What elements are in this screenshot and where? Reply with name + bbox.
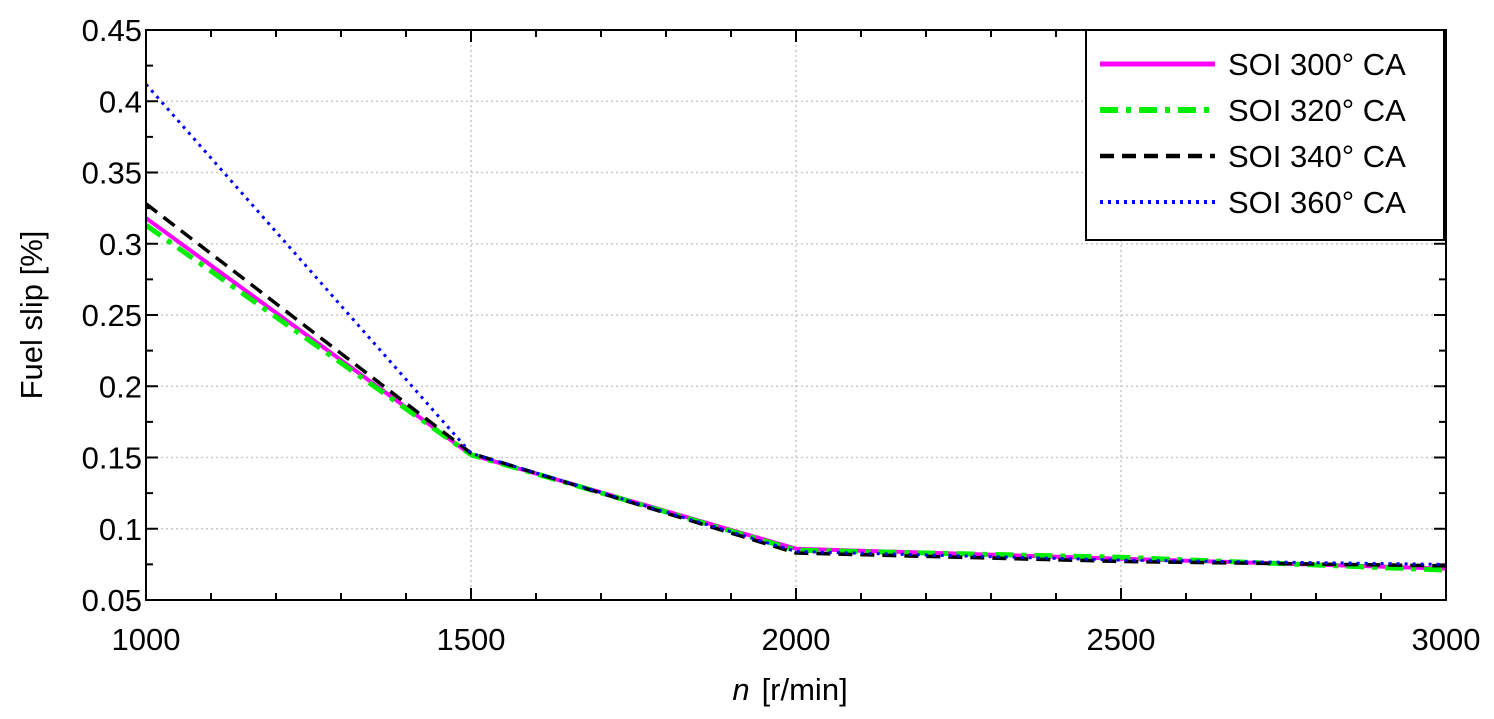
plot-frame bbox=[145, 29, 1447, 601]
legend-label-1: SOI 300° CA bbox=[1228, 47, 1406, 82]
y-tick-label: 0.35 bbox=[82, 156, 142, 191]
x-tick-labels: 1000 1500 2000 2500 3000 bbox=[112, 622, 1481, 657]
y-axis-label: Fuel slip [%] bbox=[14, 231, 49, 400]
y-tick-labels: 0.05 0.1 0.15 0.2 0.25 0.3 0.35 0.4 0.45 bbox=[82, 13, 142, 618]
x-tick-label: 1000 bbox=[112, 622, 181, 657]
y-tick-label: 0.25 bbox=[82, 298, 142, 333]
y-tick-label: 0.2 bbox=[99, 369, 142, 404]
x-tick-label: 2000 bbox=[762, 622, 831, 657]
legend-label-4: SOI 360° CA bbox=[1228, 185, 1406, 220]
x-tick-label: 3000 bbox=[1412, 622, 1481, 657]
series-line-3 bbox=[144, 202, 1447, 568]
x-tick-label: 2500 bbox=[1087, 622, 1156, 657]
y-tick-label: 0.45 bbox=[82, 13, 142, 48]
x-tick-label: 1500 bbox=[437, 622, 506, 657]
y-tick-label: 0.1 bbox=[99, 512, 142, 547]
legend: SOI 300° CA SOI 320° CA SOI 340° CA SOI 360… bbox=[1085, 29, 1445, 241]
x-axis-label: n [r/min] bbox=[732, 672, 847, 707]
x-axis-variable: n bbox=[732, 672, 749, 707]
y-tick-label: 0.05 bbox=[82, 583, 142, 618]
series-line-4 bbox=[144, 83, 1447, 566]
x-axis-unit: [r/min] bbox=[762, 672, 848, 707]
series-layer bbox=[144, 83, 1447, 573]
legend-label-2: SOI 320° CA bbox=[1228, 93, 1406, 128]
y-tick-label: 0.4 bbox=[99, 84, 142, 119]
y-tick-label: 0.3 bbox=[99, 227, 142, 262]
y-tick-label: 0.15 bbox=[82, 441, 142, 476]
legend-label-3: SOI 340° CA bbox=[1228, 139, 1406, 174]
